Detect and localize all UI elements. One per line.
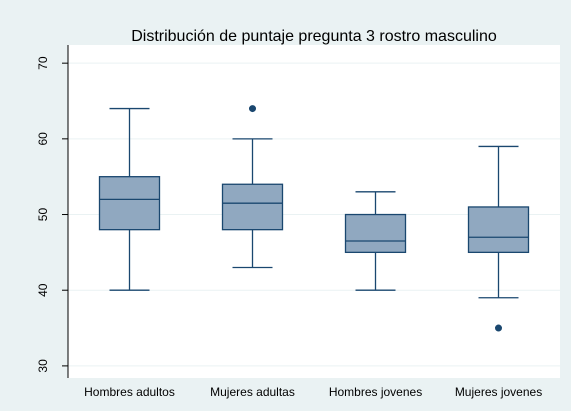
y-tick-label: 30 bbox=[36, 359, 50, 373]
box bbox=[344, 213, 407, 254]
x-tick-label: Hombres jovenes bbox=[329, 385, 422, 399]
chart-title: Distribución de puntaje pregunta 3 rostr… bbox=[131, 28, 497, 45]
x-tick-label: Mujeres jovenes bbox=[455, 385, 542, 399]
y-tick-label: 40 bbox=[36, 283, 50, 297]
y-tick-label: 50 bbox=[36, 208, 50, 222]
outlier bbox=[495, 324, 502, 332]
y-tick-label: 70 bbox=[36, 56, 50, 70]
box bbox=[467, 206, 530, 254]
y-tick-label: 60 bbox=[36, 132, 50, 146]
box bbox=[221, 183, 284, 231]
x-tick-label: Mujeres adultas bbox=[210, 385, 295, 399]
outlier bbox=[249, 105, 256, 113]
x-tick-label: Hombres adultos bbox=[84, 385, 175, 399]
box bbox=[98, 176, 161, 231]
